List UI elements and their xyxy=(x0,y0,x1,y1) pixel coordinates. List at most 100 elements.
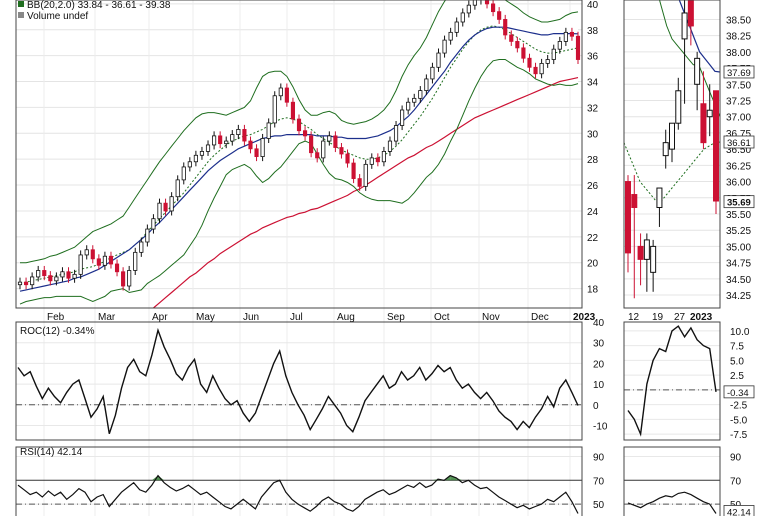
price-candle-body xyxy=(242,129,247,142)
bb-legend-swatch xyxy=(18,1,24,7)
price-candle-body xyxy=(309,135,314,154)
month-tick: Oct xyxy=(434,312,450,323)
price-candle-body xyxy=(163,202,168,212)
price-candle-body xyxy=(575,35,581,60)
roc-y-tick: 40 xyxy=(593,318,605,329)
price-candle-body xyxy=(212,135,217,146)
zoom-y-tick: 36.00 xyxy=(726,178,751,189)
price-candle-body xyxy=(515,41,520,49)
month-tick: Aug xyxy=(337,312,355,323)
zoom-y-tick: 34.50 xyxy=(726,275,751,286)
price-candle-body xyxy=(84,249,89,256)
price-candle-body xyxy=(339,147,344,155)
zoom-roc-y-tick: 10.0 xyxy=(730,327,750,338)
zoom-panel-frame xyxy=(623,0,721,309)
roc-legend: ROC(12) -0.34% xyxy=(20,326,95,337)
rsi-panel-frame xyxy=(15,446,583,516)
price-panel-frame xyxy=(15,0,583,309)
zoom-y-tick: 36.25 xyxy=(726,161,751,172)
roc-y-tick: 20 xyxy=(593,359,605,370)
close-value-badge: 35.69 xyxy=(727,198,751,209)
zoom-roc-line xyxy=(627,325,717,437)
zoom-rsi-line xyxy=(627,491,717,514)
price-candle-body xyxy=(545,59,550,64)
price-candle-body xyxy=(381,151,386,163)
price-candle-body xyxy=(218,135,223,145)
zoom-y-tick: 36.75 xyxy=(726,129,751,140)
price-candle-body xyxy=(205,144,211,152)
zoom-roc-y-tick: 5.0 xyxy=(730,356,744,367)
price-candle-body xyxy=(114,263,120,273)
price-candle-body xyxy=(472,0,477,6)
rsi-y-tick: 70 xyxy=(593,476,605,487)
price-candle-body xyxy=(248,140,253,150)
month-tick: May xyxy=(196,312,215,323)
price-candle-body xyxy=(509,34,514,42)
month-tick: Dec xyxy=(531,312,549,323)
price-candle-body xyxy=(491,3,496,13)
price-candle-body xyxy=(272,95,277,124)
rsi-value-badge-box xyxy=(723,505,755,516)
close-value-badge-box xyxy=(723,195,755,209)
rsi-value-badge: 42.14 xyxy=(727,507,751,516)
price-y-tick: 24 xyxy=(587,207,599,218)
price-candle-body xyxy=(78,254,83,275)
price-y-tick: 18 xyxy=(587,285,599,296)
roc-y-tick: 30 xyxy=(593,339,605,350)
price-candle-body xyxy=(527,57,532,68)
zoom-candle-body xyxy=(669,122,675,150)
bb-mid-value-badge-box xyxy=(723,135,755,149)
price-candle-body xyxy=(345,153,350,164)
zoom-candle-body xyxy=(643,239,650,260)
zoom-candle-body xyxy=(625,181,631,254)
price-candle-body xyxy=(127,270,132,287)
price-candle-body xyxy=(387,140,393,152)
price-candle-body xyxy=(102,255,107,266)
price-y-tick: 38 xyxy=(587,26,599,37)
month-tick: 2023 xyxy=(573,312,596,323)
price-candle-body xyxy=(121,271,126,287)
price-candle-body xyxy=(181,166,186,181)
zoom-candle-body xyxy=(713,90,719,202)
month-tick: Apr xyxy=(152,312,168,323)
bb-upper-line xyxy=(20,0,579,264)
price-candle-body xyxy=(266,122,271,139)
bb-band-fill xyxy=(20,0,578,305)
zoom-layer xyxy=(623,0,721,299)
price-candle-body xyxy=(30,276,35,286)
price-candle-body xyxy=(187,161,192,168)
zoom-candle-body xyxy=(650,245,657,273)
zoom-y-tick: 35.00 xyxy=(726,242,751,253)
zoom-x-tick: 12 xyxy=(628,312,640,323)
price-candle-body xyxy=(406,101,411,111)
ma50-value-badge-box xyxy=(723,65,755,79)
zoom-rsi-y-tick: 70 xyxy=(730,476,742,487)
price-candle-body xyxy=(36,270,41,278)
price-candle-body xyxy=(48,275,53,282)
ma50-value-badge: 37.69 xyxy=(727,68,751,79)
price-candle-body xyxy=(521,47,526,59)
bb-mid-value-badge: 36.61 xyxy=(727,138,751,149)
price-candle-body xyxy=(557,41,562,50)
zoom-roc-y-tick: -7.5 xyxy=(730,430,748,441)
price-y-tick: 28 xyxy=(587,155,599,166)
price-candle-body xyxy=(290,101,296,120)
price-candle-body xyxy=(302,130,308,137)
price-candle-body xyxy=(333,135,338,148)
zoom-roc-y-tick: 2.5 xyxy=(730,371,744,382)
month-tick: Feb xyxy=(47,312,65,323)
month-tick: Mar xyxy=(98,312,116,323)
price-candle-body xyxy=(169,196,174,212)
price-candle-body xyxy=(60,271,65,278)
price-candle-body xyxy=(418,90,423,99)
roc-value-badge: -0.34 xyxy=(727,388,749,399)
zoom-y-tick: 37.50 xyxy=(726,80,751,91)
price-y-tick: 30 xyxy=(587,129,599,140)
price-candle-body xyxy=(448,31,453,41)
price-candle-body xyxy=(497,11,502,20)
price-candle-body xyxy=(533,66,538,75)
zoom-candle-body xyxy=(687,0,694,27)
price-candle-body xyxy=(54,276,59,282)
price-candle-body xyxy=(296,118,302,132)
